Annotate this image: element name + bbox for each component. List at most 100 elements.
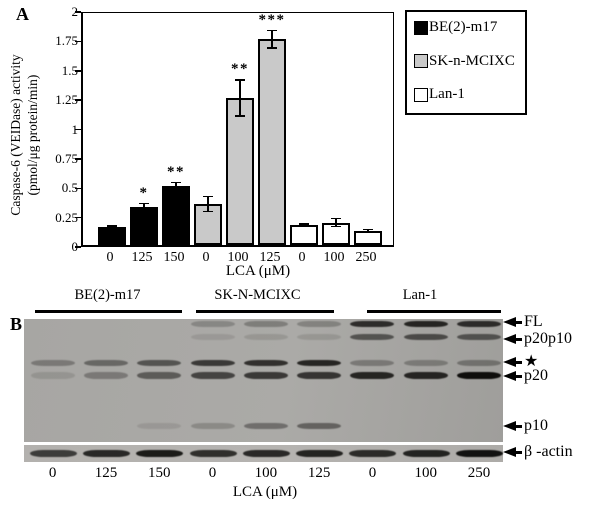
blot-band-actin: [402, 450, 450, 457]
blot-group-label-lan1: Lan-1: [402, 287, 438, 303]
y-axis-title: Caspase-6 (VEIDase) activity (pmol/μg pr…: [7, 10, 41, 260]
error-bar: [271, 29, 273, 49]
arrow-left-icon: [503, 317, 516, 327]
blot-band-FL: [457, 321, 502, 327]
x-tick-label: 0: [298, 250, 306, 265]
y-tick-label: 1.5: [61, 62, 78, 78]
significance-stars: **: [167, 163, 185, 180]
blot-band-FL: [243, 321, 288, 327]
blot-band-star: [403, 360, 448, 366]
significance-stars: **: [231, 61, 249, 78]
blot-band-actin: [29, 450, 77, 457]
chart-legend: BE(2)-m17 SK-n-MCIXC Lan-1: [405, 10, 527, 115]
bar-Lan-1-0: [290, 225, 318, 245]
y-tick-mark: [75, 70, 81, 72]
band-marker-label: p20p10: [524, 330, 572, 347]
significance-stars: *: [139, 184, 149, 201]
error-bar-cap: [267, 47, 277, 49]
arrow-left-icon: [503, 357, 516, 367]
y-tick-label: 2: [42, 4, 79, 20]
error-bar: [207, 195, 209, 213]
band-marker-label: FL: [524, 313, 543, 330]
lane-label: 0: [208, 465, 217, 481]
x-tick-label: 250: [355, 250, 377, 265]
error-bar: [335, 217, 337, 228]
x-tick-label: 150: [163, 250, 185, 265]
lane-label: 150: [148, 465, 171, 481]
error-bar-cap: [139, 210, 149, 213]
error-bar-cap: [203, 210, 213, 213]
blot-band-actin: [136, 450, 184, 457]
error-bar-cap: [235, 79, 245, 81]
lane-label: 100: [254, 465, 278, 481]
error-bar-cap: [331, 225, 341, 228]
y-axis-title-line2: (pmol/μg protein/min): [25, 74, 40, 196]
legend-swatch: [414, 87, 428, 102]
error-bar-cap: [299, 223, 309, 225]
x-axis-title: LCA (μM): [225, 263, 291, 279]
band-marker-β -actin: β -actin: [503, 443, 573, 460]
error-bar-cap: [203, 195, 213, 198]
blot-band-star: [30, 360, 75, 366]
error-bar: [175, 181, 177, 191]
blot-band-actin: [349, 450, 397, 457]
band-marker-FL: FL: [503, 313, 543, 330]
group-underline: [367, 310, 501, 313]
legend-label: Lan-1: [429, 86, 465, 102]
group-underline: [196, 310, 334, 313]
blot-band-p10: [190, 423, 235, 429]
blot-band-actin: [189, 450, 237, 457]
legend-entry-Lan-1: Lan-1: [414, 86, 521, 103]
x-tick-label: 100: [227, 250, 249, 265]
blot-band-FL: [297, 321, 342, 327]
error-bar-cap: [107, 225, 117, 227]
band-marker-p10: p10: [503, 418, 548, 434]
blot-band-FL: [190, 321, 235, 327]
lane-label: 100: [414, 465, 438, 481]
blot-band-star: [137, 360, 182, 366]
blot-band-actin: [242, 450, 290, 457]
x-tick-label: 0: [106, 250, 114, 265]
blot-band-p20: [137, 372, 182, 379]
arrow-tail: [515, 424, 522, 428]
blot-band-p20p10: [403, 334, 448, 340]
bar-chart-plot-area: * ** ** ***: [81, 12, 394, 247]
bar-SK-n-MCIXC-100: [226, 98, 254, 245]
band-marker-p20: p20: [503, 368, 548, 384]
error-bar-cap: [331, 217, 341, 220]
error-bar-cap: [139, 202, 149, 205]
legend-swatch: [414, 20, 428, 35]
y-tick-mark: [75, 99, 81, 101]
blot-band-actin: [456, 450, 504, 457]
blot-band-star: [83, 360, 128, 366]
arrow-tail: [515, 374, 522, 378]
blot-band-p20: [457, 372, 502, 379]
blot-band-p20p10: [297, 334, 342, 340]
panel-a-label: A: [16, 4, 29, 24]
blot-band-p10: [297, 423, 342, 429]
blot-band-p20: [30, 372, 75, 379]
arrow-left-icon: [503, 421, 516, 431]
y-tick-mark: [75, 11, 81, 13]
y-tick-mark: [75, 158, 81, 160]
x-tick-label: 125: [259, 250, 281, 265]
error-bar: [303, 223, 305, 227]
error-bar: [239, 79, 241, 117]
lane-label: 0: [368, 465, 377, 481]
blot-group-label-skn: SK-N-MCIXC: [214, 287, 301, 303]
blot-band-FL: [403, 321, 448, 327]
legend-entry-BE(2)-m17: BE(2)-m17: [414, 19, 521, 36]
arrow-left-icon: [503, 371, 516, 381]
error-bar-cap: [107, 228, 117, 230]
blot-band-p20: [403, 372, 448, 379]
error-bar-cap: [299, 225, 309, 227]
y-axis-title-line1: Caspase-6 (VEIDase) activity: [8, 54, 23, 216]
y-tick-label: 1.75: [55, 33, 78, 49]
bar-BE(2)-m17-125: [130, 207, 158, 245]
blot-band-star: [243, 360, 288, 366]
lane-label: 0: [48, 465, 57, 481]
blot-band-actin: [296, 450, 344, 457]
blot-band-p20: [350, 372, 395, 379]
band-marker-label: β -actin: [524, 443, 573, 460]
